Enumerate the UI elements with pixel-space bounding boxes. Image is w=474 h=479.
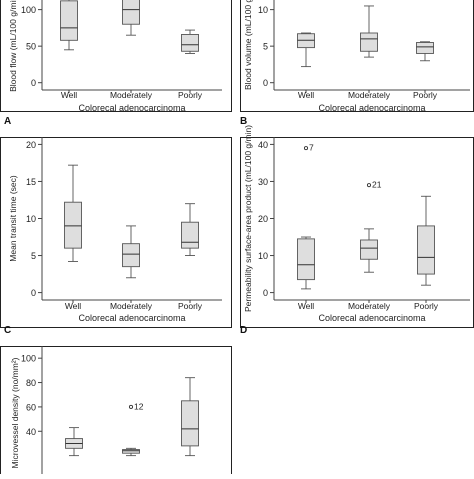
box-iqr: [181, 221, 199, 249]
outlier-point: [303, 146, 309, 151]
x-tick-label: Moderately: [348, 301, 391, 311]
panel-letter: C: [4, 325, 11, 336]
box-mark: [64, 164, 82, 262]
panel-frame: [240, 137, 474, 328]
box-iqr: [297, 238, 315, 281]
y-tick-label: 5: [31, 251, 36, 261]
outlier-label: 21: [372, 180, 382, 190]
y-tick-label: 0: [263, 78, 268, 88]
x-tick-label: Well: [61, 90, 77, 100]
box-mark: [297, 236, 315, 290]
y-axis-label: Permeability surface-area product (mL/10…: [243, 125, 253, 312]
y-tick-label: 30: [258, 177, 268, 187]
box-mark: [122, 447, 140, 457]
x-tick-label: Moderately: [110, 90, 153, 100]
x-tick-label: Well: [298, 301, 314, 311]
y-axis-label: Microvessel density (no/mm²): [10, 357, 20, 468]
y-tick-label: 0: [31, 78, 36, 88]
box-iqr: [122, 243, 140, 268]
x-tick-label: Moderately: [348, 90, 391, 100]
box-iqr: [181, 400, 199, 447]
y-tick-label: 60: [26, 402, 36, 412]
box-mark: [181, 203, 199, 256]
y-tick-label: 15: [26, 177, 36, 187]
x-axis-label: Colorecal adenocarcinoma: [318, 313, 425, 323]
box-mark: [181, 377, 199, 457]
box-mark: [122, 225, 140, 279]
y-tick-label: 100: [21, 354, 36, 364]
box-iqr: [122, 449, 140, 454]
x-tick-label: Moderately: [110, 301, 153, 311]
box-mark: [122, 0, 140, 36]
outlier-label: 12: [134, 401, 144, 411]
x-tick-label: Poorly: [413, 90, 438, 100]
x-tick-label: Poorly: [178, 90, 203, 100]
x-tick-label: Well: [298, 90, 314, 100]
chart-panel: 0 10 20 30 40 Permeability surface-area produ…: [240, 125, 474, 336]
y-axis-label: Blood flow (mL/100 g/min): [8, 0, 18, 92]
y-axis-label: Mean transit time (sec): [8, 175, 18, 262]
box-mark: [416, 41, 434, 62]
x-axis-label: Colorecal adenocarcinoma: [78, 313, 185, 323]
box-iqr: [60, 0, 78, 41]
box-iqr: [416, 42, 434, 54]
panel-frame: [0, 137, 232, 328]
y-tick-label: 100: [21, 5, 36, 15]
y-tick-label: 5: [263, 42, 268, 52]
box-mark: [65, 427, 83, 457]
box-mark: [360, 228, 378, 273]
panel-frame: [0, 0, 232, 112]
box-iqr: [181, 34, 199, 52]
y-tick-label: 20: [26, 140, 36, 150]
y-tick-label: 10: [26, 214, 36, 224]
chart-panel: 0 5 10 15 20 Mean transit time (sec) Well Moder…: [0, 137, 232, 336]
y-tick-label: 50: [26, 42, 36, 52]
x-tick-label: Well: [65, 301, 81, 311]
box-mark: [360, 5, 378, 58]
panel-frame: [0, 346, 232, 479]
x-tick-label: Poorly: [414, 301, 439, 311]
chart-panel: 0 5 10 Blood volume (mL/100 g) Well Moderatel…: [240, 0, 474, 127]
y-tick-label: 80: [26, 378, 36, 388]
panel-letter: D: [240, 325, 247, 336]
box-iqr: [360, 239, 378, 260]
outlier-point: [128, 404, 134, 409]
y-axis-label: Blood volume (mL/100 g): [243, 0, 253, 90]
box-iqr: [64, 201, 82, 249]
x-tick-label: Poorly: [178, 301, 203, 311]
x-axis-label: Colorecal adenocarcinoma: [78, 103, 185, 113]
box-iqr: [360, 32, 378, 52]
y-tick-label: 40: [26, 427, 36, 437]
box-iqr: [417, 225, 435, 275]
x-axis-label: Colorecal adenocarcinoma: [318, 103, 425, 113]
box-mark: [297, 32, 315, 68]
y-tick-label: 10: [258, 251, 268, 261]
y-tick-label: 10: [258, 5, 268, 15]
box-iqr: [122, 0, 140, 25]
box-mark: [417, 195, 435, 286]
y-tick-label: 20: [258, 214, 268, 224]
y-tick-label: 40: [258, 140, 268, 150]
panel-letter: A: [4, 116, 11, 127]
y-tick-label: 0: [31, 288, 36, 298]
box-mark: [60, 0, 78, 51]
y-tick-label: 0: [263, 288, 268, 298]
panel-letter: B: [240, 116, 247, 127]
box-mark: [181, 29, 199, 54]
outlier-label: 7: [309, 143, 314, 153]
outlier-point: [366, 183, 372, 188]
